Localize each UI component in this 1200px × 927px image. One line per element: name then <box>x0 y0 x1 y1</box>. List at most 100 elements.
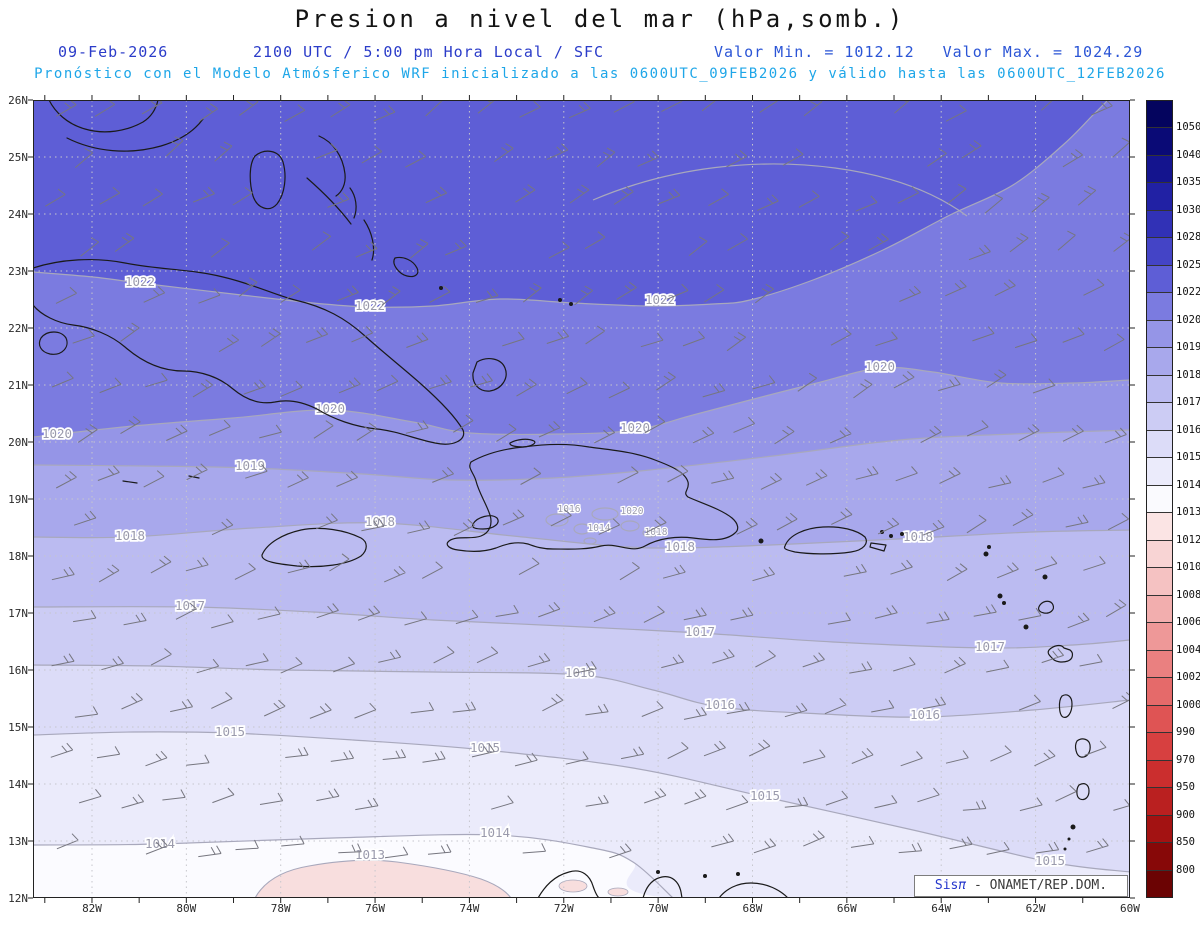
small-island <box>983 551 989 557</box>
coastline <box>537 870 600 898</box>
coastline <box>472 358 507 392</box>
coastline <box>48 100 159 133</box>
colorbar-label: 1013 <box>1176 506 1200 519</box>
contour-label: 1020 <box>620 420 650 435</box>
colorbar-segment <box>1147 182 1172 210</box>
lat-label: 22N <box>8 322 28 335</box>
small-island <box>1042 574 1048 580</box>
small-island <box>1002 601 1006 605</box>
colorbar-segment <box>1147 539 1172 568</box>
colorbar-segment <box>1147 457 1172 485</box>
terrain-contour-label: 1018 <box>645 527 668 538</box>
contour-label: 1022 <box>355 298 385 313</box>
terrain-contour-label: 1016 <box>558 504 581 515</box>
colorbar-segment <box>1147 842 1172 870</box>
map-area: 1022 1022 1022 1020 1020 1020 1020 1019 1018 1018… <box>28 95 1135 903</box>
low-pressure-speck <box>607 887 629 897</box>
contour-label: 1020 <box>865 359 895 374</box>
colorbar-label: 1030 <box>1176 203 1200 216</box>
run-time: 2100 UTC / 5:00 pm Hora Local / SFC <box>253 43 605 61</box>
coastline <box>509 438 536 448</box>
wind-barbs <box>45 100 1130 859</box>
terrain-contour-label: 1020 <box>621 506 644 517</box>
colorbar-labels: 1050 1040 1035 1030 1028 1025 1022 1020 1019 1018… <box>1176 100 1200 898</box>
small-island <box>987 545 991 549</box>
contour-label: 1018 <box>365 514 395 529</box>
contour-label: 1017 <box>685 624 715 639</box>
small-island <box>703 874 707 878</box>
colorbar-label: 1050 <box>1176 121 1200 134</box>
lon-label: 72W <box>553 902 574 915</box>
graticule <box>33 100 1130 898</box>
coastline <box>869 542 887 552</box>
pressure-bands <box>33 100 1130 898</box>
lon-label: 80W <box>176 902 197 915</box>
contour-label: 1014 <box>145 836 175 851</box>
lon-label: 76W <box>365 902 385 915</box>
contour-label: 1018 <box>665 539 695 554</box>
isobar-1022 <box>33 100 1109 308</box>
colorbar-label: 1028 <box>1176 231 1200 244</box>
coastline <box>66 118 204 152</box>
colorbar-segment <box>1147 429 1172 458</box>
pressure-band-1022 <box>33 100 1108 308</box>
colorbar-segment <box>1147 292 1172 320</box>
colorbar-label: 1025 <box>1176 258 1200 271</box>
lat-label: 19N <box>8 493 28 506</box>
lat-label: 15N <box>8 721 28 734</box>
coastline <box>38 331 68 355</box>
lat-label: 12N <box>8 892 28 905</box>
colorbar-segment <box>1147 594 1172 623</box>
colorbar-label: 1004 <box>1176 643 1200 656</box>
small-island <box>758 538 764 544</box>
colorbar-label: 1016 <box>1176 423 1200 436</box>
contour-label: 1016 <box>705 697 735 712</box>
isobar-1020 <box>33 366 1130 438</box>
isobar-1019 <box>33 429 1130 481</box>
lat-label: 17N <box>8 607 28 620</box>
terrain-contour-label: 1014 <box>588 523 611 534</box>
colorbar-label: 1035 <box>1176 176 1200 189</box>
coastline <box>471 515 499 530</box>
colorbar-label: 990 <box>1176 726 1195 739</box>
contour-label: 1014 <box>480 825 510 840</box>
contour-label: 1015 <box>215 724 245 739</box>
contour-label: 1018 <box>903 529 933 544</box>
contour-label: 1013 <box>355 847 385 862</box>
colorbar-segment <box>1147 704 1172 733</box>
small-island <box>569 302 573 306</box>
colorbar-label: 1040 <box>1176 148 1200 161</box>
contour-label: 1020 <box>315 401 345 416</box>
colorbar-segment <box>1147 567 1172 595</box>
colorbar-label: 1019 <box>1176 341 1200 354</box>
page-title: Presion a nivel del mar (hPa,somb.) <box>294 5 906 33</box>
lat-label: 14N <box>8 778 28 791</box>
colorbar-segment <box>1147 677 1172 705</box>
contour-label: 1022 <box>645 292 675 307</box>
colorbar-label: 1002 <box>1176 671 1200 684</box>
contour-label: 1018 <box>115 528 145 543</box>
colorbar-segment <box>1147 759 1172 788</box>
lon-label: 66W <box>836 902 857 915</box>
colorbar-label: 1010 <box>1176 561 1200 574</box>
lon-label: 60W <box>1119 902 1140 915</box>
colorbar <box>1146 100 1173 898</box>
coastline <box>1047 644 1074 663</box>
run-info-line: 09-Feb-2026 2100 UTC / 5:00 pm Hora Loca… <box>0 43 1200 61</box>
small-island <box>997 593 1003 599</box>
isobar-1017 <box>33 606 1130 649</box>
forecast-info-line: Pronóstico con el Modelo Atmósferico WRF… <box>34 66 1166 82</box>
contour-label: 1015 <box>1035 853 1065 868</box>
coastline <box>1058 694 1073 718</box>
coastline <box>122 475 200 484</box>
small-island <box>889 534 893 538</box>
coastline <box>261 527 367 568</box>
terrain-contour <box>573 523 591 535</box>
low-pressure-region <box>254 859 512 898</box>
colorbar-segment <box>1147 484 1172 513</box>
colorbar-segment <box>1147 512 1172 540</box>
small-island <box>1067 837 1071 841</box>
colorbar-segment <box>1147 209 1172 238</box>
isobars <box>33 100 1130 898</box>
colorbar-segment <box>1147 319 1172 348</box>
